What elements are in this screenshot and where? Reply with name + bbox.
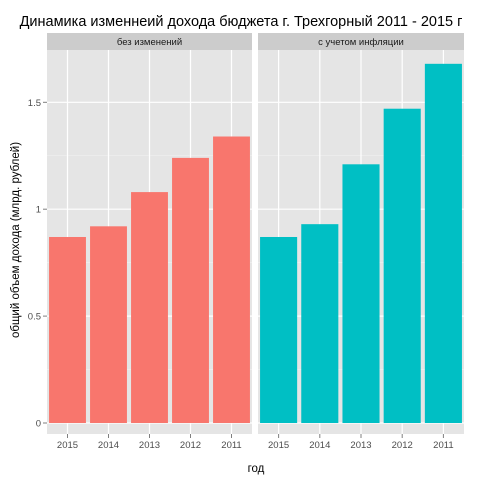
x-tick-label: 2013 xyxy=(139,440,160,451)
x-tick-label: 2012 xyxy=(180,440,201,451)
x-tick-label: 2012 xyxy=(392,440,413,451)
x-tick-label: 2011 xyxy=(221,440,241,451)
y-tick-label: 0.5 xyxy=(28,312,41,323)
facet-strip xyxy=(258,33,464,50)
bar-2011 xyxy=(424,63,462,423)
y-axis: 0 0.5 1 1.5 xyxy=(28,98,47,430)
chart-title: Динамика изменнеий дохода бюджета г. Тре… xyxy=(20,14,463,30)
facet-panel-1: без изменений 2015 2014 2013 2012 2011 xyxy=(47,33,252,451)
bar-2014 xyxy=(301,224,339,423)
y-tick-label: 1.5 xyxy=(28,98,41,109)
x-tick-label: 2014 xyxy=(309,440,330,451)
bar-2015 xyxy=(260,236,298,423)
facet-strip-label: без изменений xyxy=(117,37,182,48)
x-tick-label: 2015 xyxy=(57,440,78,451)
x-tick-label: 2015 xyxy=(268,440,289,451)
facet-strip-label: с учетом инфляции xyxy=(318,37,404,48)
x-tick-label: 2014 xyxy=(98,440,119,451)
y-axis-title: общий объем дохода (млрд. рублей) xyxy=(10,142,22,338)
x-tick-label: 2013 xyxy=(350,440,371,451)
bar-2013 xyxy=(131,192,168,423)
bar-2012 xyxy=(383,108,421,424)
bar-2014 xyxy=(90,226,127,423)
bar-2015 xyxy=(49,236,86,423)
bar-2012 xyxy=(172,157,209,423)
facet-strip xyxy=(47,33,252,50)
x-tick-label: 2011 xyxy=(433,440,453,451)
y-tick-label: 0 xyxy=(36,419,41,430)
y-tick-label: 1 xyxy=(36,205,41,216)
facet-panel-2: с учетом инфляции 2015 2014 2013 2012 2011 xyxy=(258,33,464,451)
x-axis-title: год xyxy=(248,463,265,475)
bar-2013 xyxy=(342,164,380,423)
bar-2011 xyxy=(213,136,250,423)
